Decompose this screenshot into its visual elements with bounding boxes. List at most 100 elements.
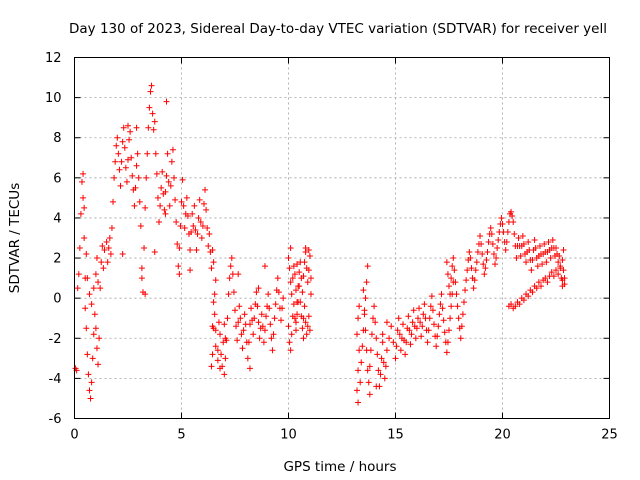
data-point [123,178,130,185]
data-point [172,196,179,203]
data-point [128,154,135,161]
data-point [374,351,381,358]
data-point [301,303,308,310]
data-point [261,263,268,270]
data-point [556,253,563,260]
data-point [154,194,161,201]
data-point [85,371,92,378]
data-point [215,319,222,326]
data-point [234,337,241,344]
data-point [287,245,294,252]
data-point [162,210,169,217]
data-point [83,325,90,332]
data-point [146,104,153,111]
data-point [508,301,515,308]
data-point [525,293,532,300]
data-point [438,291,445,298]
data-point [90,285,97,292]
data-point [406,327,413,334]
data-point [175,263,182,270]
data-point [448,275,455,282]
data-point [418,333,425,340]
y-tick-label: 2 [53,252,61,267]
data-point [513,255,520,262]
data-point [180,202,187,209]
data-point [254,303,261,310]
data-point [359,343,366,350]
data-point [86,291,93,298]
data-point [103,239,110,246]
data-point [250,331,257,338]
data-point [355,315,362,322]
x-tick-label: 25 [601,428,618,443]
data-point [148,82,155,89]
data-point [303,331,310,338]
data-point [132,184,139,191]
data-point [300,315,307,322]
data-point [246,321,253,328]
data-point [532,245,539,252]
data-point [251,315,258,322]
data-point [428,293,435,300]
data-point [176,245,183,252]
data-point [292,319,299,326]
data-point [549,237,556,244]
x-tick-label: 10 [280,428,297,443]
data-point [183,194,190,201]
data-point [285,323,292,330]
data-point [129,172,136,179]
data-point [544,279,551,286]
data-point [125,156,131,163]
data-point [490,251,497,258]
data-point [294,311,301,318]
data-point [471,277,478,284]
data-point [167,182,174,189]
y-tick-label: 6 [53,171,61,186]
data-point [377,371,384,378]
data-point [127,128,134,135]
data-point [395,315,402,322]
data-point [397,347,404,354]
data-point [261,327,268,334]
data-point [217,365,224,372]
data-point [265,291,272,298]
data-point [529,289,536,296]
data-point [107,251,114,258]
data-point [405,313,412,320]
data-point [516,301,523,308]
data-point [235,319,242,326]
data-point [446,327,452,334]
data-point [499,220,506,227]
data-point [151,249,158,256]
data-point [153,170,160,177]
data-point [138,275,145,282]
data-point [225,291,232,298]
data-point [450,255,457,262]
data-point [177,222,184,229]
data-point [164,150,171,157]
data-point [190,222,197,229]
data-point [126,136,133,143]
data-point [353,387,360,394]
x-tick-label: 5 [177,428,185,443]
data-point [187,267,194,274]
data-point [75,271,82,278]
data-point [396,331,403,338]
data-point [133,124,140,131]
data-point [143,174,150,181]
data-point [300,273,307,280]
data-point [145,124,152,131]
data-point [248,305,255,312]
data-point [420,311,427,318]
data-point [152,150,159,157]
data-point [259,323,266,330]
data-point [200,200,207,207]
data-point [373,383,380,390]
data-point [425,327,432,334]
data-point [77,210,84,217]
data-point [302,245,309,252]
data-point [108,224,115,231]
data-point [383,319,390,326]
data-point [375,367,382,374]
data-point [482,265,489,272]
